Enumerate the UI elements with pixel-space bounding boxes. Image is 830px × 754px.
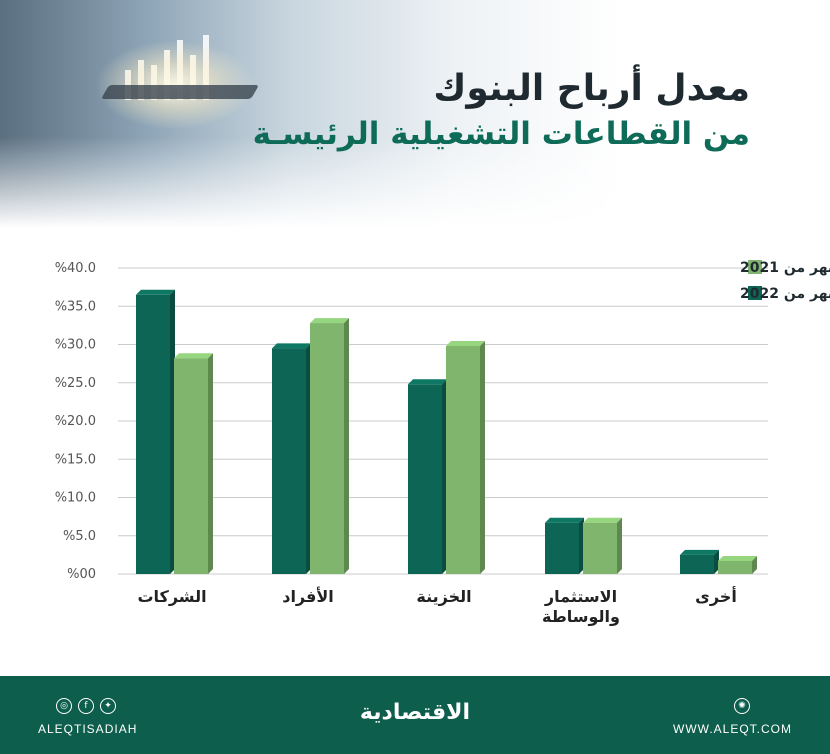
bar-chart: %00 %5.0 %10.0 %15.0 %20.0 %25.0 %30.0 %35.0 %40… [55,258,830,626]
bar-front [272,348,306,574]
bar-top [310,318,349,324]
y-tick-label: %20.0 [55,414,96,429]
legend-swatch [748,286,762,300]
bar-top [545,517,584,523]
bar [408,379,447,574]
bar-side [306,343,311,574]
y-tick-label: %10.0 [55,491,96,506]
x-tick-label: الاستثمار [544,587,617,606]
bar [718,555,757,574]
legend-label: 9 أشهر من 2021 [740,258,830,276]
facebook-icon[interactable]: f [78,698,94,714]
y-tick-label: %35.0 [55,299,96,314]
bar-front [310,323,344,574]
bar-top [136,289,175,295]
bar [136,289,175,574]
bar [446,341,485,574]
legend-label: 9 أشهر من 2022 [740,284,830,302]
bar-side [442,379,447,574]
bar [272,343,311,574]
website-link[interactable]: WWW.ALEQT.COM [673,722,792,736]
bar-top [680,549,719,555]
bar-front [408,384,442,574]
bar-front [545,522,579,574]
twitter-icon[interactable]: ✦ [100,698,116,714]
bar-top [583,517,622,523]
bar-side [752,555,757,574]
y-tick-label: %40.0 [55,261,96,276]
x-tick-label: الشركات [137,587,206,606]
social-handle[interactable]: ALEQTISADIAH [38,722,138,736]
social-icons: ◎ f ✦ [56,698,116,714]
y-tick-label: %30.0 [55,338,96,353]
bar-front [136,294,170,574]
bar-side [344,318,349,574]
bar-top [718,555,757,561]
bar [583,517,622,574]
bar-side [170,289,175,574]
x-tick-label: والوساطة [542,607,620,626]
bar-side [714,549,719,574]
bar-side [480,341,485,574]
x-tick-label: الأفراد [282,587,334,606]
bar-top [446,341,485,347]
x-tick-label: أخرى [695,586,737,606]
y-tick-label: %25.0 [55,376,96,391]
globe-icon: ✺ [734,698,750,714]
bar-side [208,353,213,574]
bar-front [583,522,617,574]
bar-top [408,379,447,385]
bar-front [680,554,714,574]
bar [680,549,719,574]
bar [310,318,349,574]
page-title: معدل أرباح البنوك [433,68,750,109]
bar-top [272,343,311,349]
instagram-icon[interactable]: ◎ [56,698,72,714]
bar-front [718,560,752,574]
footer: ◎ f ✦ ALEQTISADIAH الاقتصادية ✺ WWW.ALEQ… [0,676,830,754]
bar-side [617,517,622,574]
bar-front [174,358,208,574]
legend-swatch [748,260,762,274]
bar [545,517,584,574]
brand-logo: الاقتصادية [359,700,471,725]
y-tick-label: %5.0 [63,529,96,544]
y-tick-label: %15.0 [55,452,96,467]
y-tick-label: %00 [67,567,96,582]
header-fade [0,0,830,228]
header-background [0,0,830,228]
page-subtitle: من القطاعات التشغيلية الرئيسـة [252,116,750,152]
bar-top [174,353,213,359]
bar [174,353,213,574]
bar-front [446,346,480,574]
bar-side [579,517,584,574]
x-tick-label: الخزينة [416,587,471,606]
